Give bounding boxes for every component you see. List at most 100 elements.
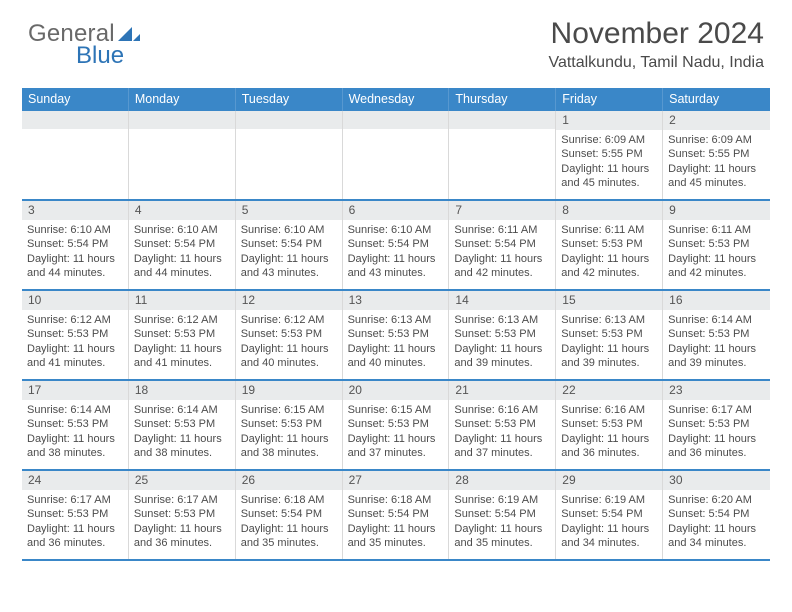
sunrise-text: Sunrise: 6:11 AM	[561, 223, 657, 237]
day-number: 26	[236, 471, 342, 490]
sunset-text: Sunset: 5:55 PM	[668, 147, 765, 161]
dow-sunday: Sunday	[22, 88, 129, 111]
sunrise-text: Sunrise: 6:13 AM	[561, 313, 657, 327]
day-number: 28	[449, 471, 555, 490]
sunrise-text: Sunrise: 6:15 AM	[348, 403, 444, 417]
daylight-text-cont: and 43 minutes.	[241, 266, 337, 280]
calendar-day-empty	[22, 111, 129, 199]
day-of-week-header: Sunday Monday Tuesday Wednesday Thursday…	[22, 88, 770, 111]
calendar-day: 10Sunrise: 6:12 AMSunset: 5:53 PMDayligh…	[22, 291, 129, 379]
sunrise-text: Sunrise: 6:10 AM	[134, 223, 230, 237]
daylight-text: Daylight: 11 hours	[241, 252, 337, 266]
day-number: 16	[663, 291, 770, 310]
sunset-text: Sunset: 5:54 PM	[454, 237, 550, 251]
sunset-text: Sunset: 5:53 PM	[241, 327, 337, 341]
day-number: 5	[236, 201, 342, 220]
sunrise-text: Sunrise: 6:10 AM	[241, 223, 337, 237]
sunset-text: Sunset: 5:53 PM	[348, 327, 444, 341]
calendar-day: 2Sunrise: 6:09 AMSunset: 5:55 PMDaylight…	[663, 111, 770, 199]
sunset-text: Sunset: 5:54 PM	[561, 507, 657, 521]
daylight-text-cont: and 38 minutes.	[241, 446, 337, 460]
logo-text-blue: Blue	[76, 42, 124, 69]
daylight-text-cont: and 38 minutes.	[27, 446, 123, 460]
daylight-text: Daylight: 11 hours	[134, 522, 230, 536]
sunrise-text: Sunrise: 6:14 AM	[668, 313, 765, 327]
logo-sail-icon	[118, 25, 140, 43]
daylight-text: Daylight: 11 hours	[561, 342, 657, 356]
daylight-text-cont: and 41 minutes.	[134, 356, 230, 370]
daylight-text: Daylight: 11 hours	[134, 432, 230, 446]
calendar-day: 1Sunrise: 6:09 AMSunset: 5:55 PMDaylight…	[556, 111, 663, 199]
daylight-text: Daylight: 11 hours	[454, 522, 550, 536]
daylight-text: Daylight: 11 hours	[561, 162, 657, 176]
calendar-day: 20Sunrise: 6:15 AMSunset: 5:53 PMDayligh…	[343, 381, 450, 469]
sunrise-text: Sunrise: 6:12 AM	[27, 313, 123, 327]
day-number: 9	[663, 201, 770, 220]
day-number	[449, 111, 555, 129]
day-number: 13	[343, 291, 449, 310]
daylight-text: Daylight: 11 hours	[241, 432, 337, 446]
calendar-day: 29Sunrise: 6:19 AMSunset: 5:54 PMDayligh…	[556, 471, 663, 559]
sunset-text: Sunset: 5:53 PM	[27, 417, 123, 431]
daylight-text: Daylight: 11 hours	[561, 432, 657, 446]
daylight-text: Daylight: 11 hours	[134, 342, 230, 356]
day-number: 24	[22, 471, 128, 490]
daylight-text: Daylight: 11 hours	[668, 342, 765, 356]
sunset-text: Sunset: 5:53 PM	[668, 327, 765, 341]
sunrise-text: Sunrise: 6:17 AM	[27, 493, 123, 507]
sunset-text: Sunset: 5:53 PM	[348, 417, 444, 431]
day-number: 11	[129, 291, 235, 310]
day-number: 23	[663, 381, 770, 400]
calendar-day: 18Sunrise: 6:14 AMSunset: 5:53 PMDayligh…	[129, 381, 236, 469]
day-number: 8	[556, 201, 662, 220]
sunrise-text: Sunrise: 6:14 AM	[134, 403, 230, 417]
daylight-text: Daylight: 11 hours	[454, 432, 550, 446]
location-label: Vattalkundu, Tamil Nadu, India	[548, 54, 764, 72]
daylight-text: Daylight: 11 hours	[454, 252, 550, 266]
daylight-text-cont: and 37 minutes.	[348, 446, 444, 460]
daylight-text-cont: and 45 minutes.	[668, 176, 765, 190]
sunset-text: Sunset: 5:53 PM	[134, 417, 230, 431]
sunset-text: Sunset: 5:53 PM	[668, 417, 765, 431]
daylight-text-cont: and 44 minutes.	[27, 266, 123, 280]
sunrise-text: Sunrise: 6:09 AM	[561, 133, 657, 147]
sunset-text: Sunset: 5:54 PM	[348, 507, 444, 521]
daylight-text: Daylight: 11 hours	[27, 432, 123, 446]
daylight-text-cont: and 40 minutes.	[241, 356, 337, 370]
daylight-text: Daylight: 11 hours	[668, 432, 765, 446]
day-number: 7	[449, 201, 555, 220]
sunset-text: Sunset: 5:54 PM	[668, 507, 765, 521]
sunset-text: Sunset: 5:54 PM	[241, 237, 337, 251]
daylight-text: Daylight: 11 hours	[668, 522, 765, 536]
calendar-week: 17Sunrise: 6:14 AMSunset: 5:53 PMDayligh…	[22, 381, 770, 471]
daylight-text: Daylight: 11 hours	[668, 252, 765, 266]
daylight-text-cont: and 39 minutes.	[561, 356, 657, 370]
daylight-text: Daylight: 11 hours	[561, 252, 657, 266]
daylight-text-cont: and 42 minutes.	[561, 266, 657, 280]
day-number: 14	[449, 291, 555, 310]
sunrise-text: Sunrise: 6:09 AM	[668, 133, 765, 147]
calendar-week: 24 Sunrise: 6:17 AMSunset: 5:53 PM Dayligh…	[22, 471, 770, 561]
sunset-text: Sunset: 5:53 PM	[134, 327, 230, 341]
sunrise-text: Sunrise: 6:19 AM	[561, 493, 657, 507]
daylight-text-cont: and 42 minutes.	[454, 266, 550, 280]
sunrise-text: Sunrise: 6:18 AM	[348, 493, 444, 507]
calendar-day-empty	[449, 111, 556, 199]
calendar-day: 3Sunrise: 6:10 AMSunset: 5:54 PMDaylight…	[22, 201, 129, 289]
daylight-text-cont: and 34 minutes.	[668, 536, 765, 550]
calendar-day-empty	[129, 111, 236, 199]
day-number: 22	[556, 381, 662, 400]
sunset-text: Sunset: 5:55 PM	[561, 147, 657, 161]
daylight-text-cont: and 35 minutes.	[241, 536, 337, 550]
dow-tuesday: Tuesday	[236, 88, 343, 111]
calendar-day: 22Sunrise: 6:16 AMSunset: 5:53 PMDayligh…	[556, 381, 663, 469]
calendar-day: 7Sunrise: 6:11 AMSunset: 5:54 PMDaylight…	[449, 201, 556, 289]
sunset-text: Sunset: 5:53 PM	[27, 507, 123, 521]
sunset-text: Sunset: 5:54 PM	[27, 237, 123, 251]
logo: General Blue	[28, 20, 140, 48]
daylight-text: Daylight: 11 hours	[134, 252, 230, 266]
calendar-day: 12Sunrise: 6:12 AMSunset: 5:53 PMDayligh…	[236, 291, 343, 379]
day-number: 17	[22, 381, 128, 400]
sunrise-text: Sunrise: 6:14 AM	[27, 403, 123, 417]
calendar-day: 19Sunrise: 6:15 AMSunset: 5:53 PMDayligh…	[236, 381, 343, 469]
